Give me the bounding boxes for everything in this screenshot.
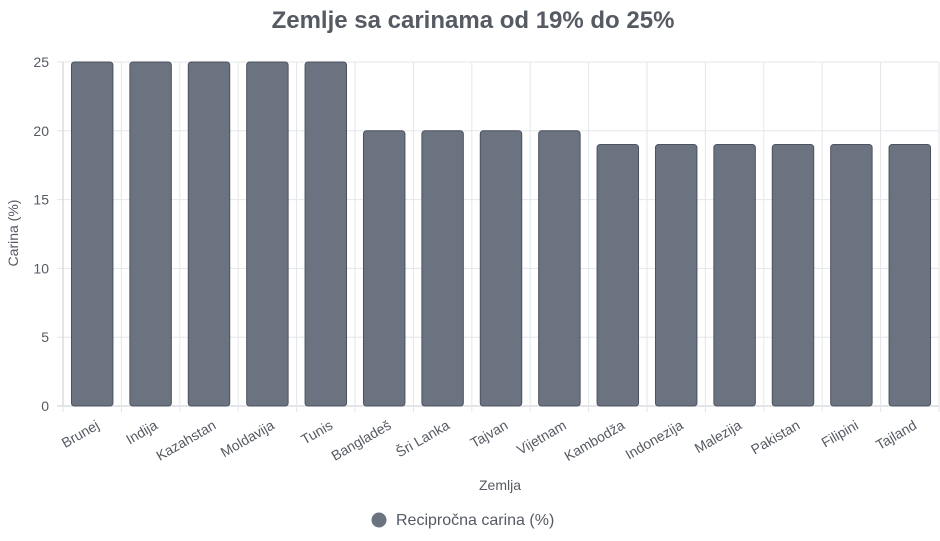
- y-tick-label: 25: [33, 54, 49, 70]
- bar[interactable]: [596, 144, 640, 407]
- bar[interactable]: [70, 61, 114, 407]
- bar[interactable]: [888, 144, 932, 407]
- x-tick-label: Indija: [123, 417, 160, 448]
- x-tick-label: Šri Lanka: [393, 417, 452, 461]
- bar[interactable]: [304, 61, 348, 407]
- bar[interactable]: [771, 144, 815, 407]
- bars: [70, 61, 932, 407]
- x-tick-label: Tajvan: [467, 417, 510, 451]
- x-tick-label: Kazahstan: [153, 417, 218, 464]
- bar[interactable]: [421, 130, 464, 407]
- bar[interactable]: [246, 61, 289, 407]
- bar[interactable]: [538, 130, 581, 407]
- x-tick-label: Bangladeš: [328, 417, 393, 464]
- y-axis-ticks: 0 5 10 15 20 25: [33, 54, 49, 414]
- bar[interactable]: [830, 144, 873, 407]
- legend-swatch: [371, 512, 387, 528]
- legend[interactable]: Recipročna carina (%): [371, 512, 555, 529]
- x-tick-label: Pakistan: [748, 417, 803, 458]
- x-tick-label: Kambodža: [561, 417, 627, 464]
- y-tick-label: 10: [33, 260, 49, 276]
- x-tick-label: Brunej: [59, 417, 102, 451]
- legend-label: Recipročna carina (%): [396, 512, 554, 529]
- bar[interactable]: [713, 144, 756, 407]
- y-tick-label: 20: [33, 123, 49, 139]
- x-tick-label: Tajland: [873, 417, 919, 453]
- y-tick-label: 0: [41, 398, 49, 414]
- bar[interactable]: [479, 130, 523, 407]
- y-axis-title: Carina (%): [5, 200, 21, 267]
- bar[interactable]: [187, 61, 231, 407]
- x-tick-label: Indonezija: [622, 417, 685, 463]
- x-tick-label: Malezija: [692, 417, 745, 457]
- x-tick-label: Vijetnam: [514, 417, 569, 458]
- x-tick-label: Moldavija: [218, 417, 277, 461]
- bar[interactable]: [129, 61, 172, 407]
- bar[interactable]: [654, 144, 698, 407]
- y-tick-label: 5: [41, 329, 49, 345]
- x-tick-label: Tunis: [298, 417, 335, 448]
- y-tick-label: 15: [33, 192, 49, 208]
- x-tick-label: Filipini: [819, 417, 861, 451]
- bar[interactable]: [362, 130, 406, 407]
- chart-title: Zemlje sa carinama od 19% do 25%: [272, 7, 675, 34]
- x-axis-title: Zemlja: [479, 477, 521, 493]
